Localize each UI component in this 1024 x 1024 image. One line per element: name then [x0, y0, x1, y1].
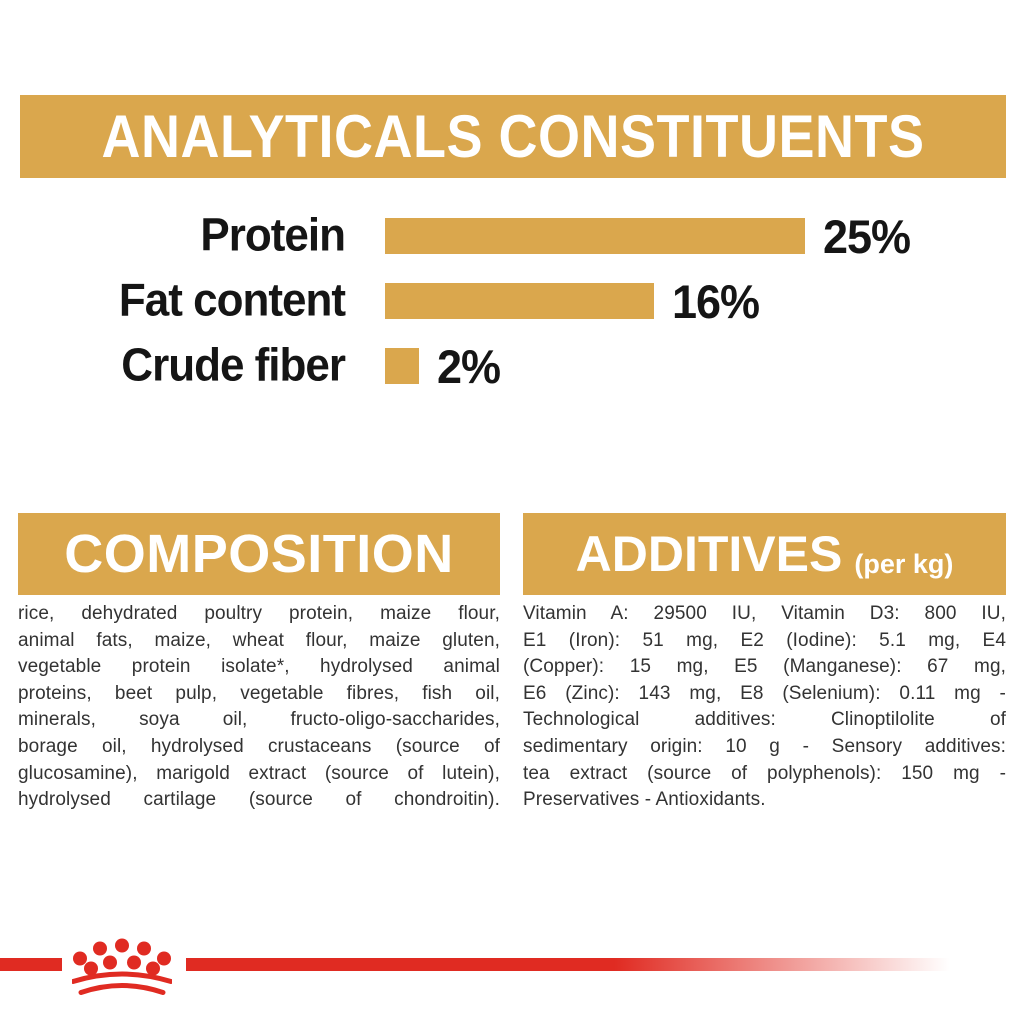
composition-line: glucosamine), marigold extract (source o…	[18, 762, 500, 784]
chart-bar-protein	[385, 218, 805, 254]
composition-line: rice, dehydrated poultry protein, maize …	[18, 603, 500, 624]
chart-value-protein: 25%	[823, 209, 911, 263]
additives-line: (Copper): 15 mg, E5 (Manganese): 67 mg,	[523, 656, 1006, 678]
composition-title: COMPOSITION	[64, 524, 454, 584]
footer-red-rule-right	[186, 958, 965, 971]
composition-line: borage oil, hydrolysed crustaceans (sour…	[18, 735, 500, 757]
additives-line: tea extract (source of polyphenols): 150…	[523, 762, 1006, 784]
analyticals-constituents-title: ANALYTICALS CONSTITUENTS	[101, 102, 925, 171]
additives-title: ADDITIVES	[575, 526, 843, 582]
composition-text: rice, dehydrated poultry protein, maize …	[18, 601, 500, 814]
composition-line: hydrolysed cartilage (source of chondroi…	[18, 789, 500, 811]
additives-per-kg-label: (per kg)	[854, 549, 954, 579]
chart-label-protein: Protein	[200, 209, 346, 262]
additives-line: Vitamin A: 29500 IU, Vitamin D3: 800 IU,	[523, 603, 1006, 624]
additives-line: E1 (Iron): 51 mg, E2 (Iodine): 5.1 mg, E…	[523, 629, 1006, 651]
composition-line: proteins, beet pulp, vegetable fibres, f…	[18, 682, 500, 704]
additives-line: E6 (Zinc): 143 mg, E8 (Selenium): 0.11 m…	[523, 682, 1006, 704]
chart-bar-fat-content	[385, 283, 654, 319]
chart-value-fat-content: 16%	[672, 274, 760, 328]
chart-label-crude-fiber: Crude fiber	[121, 339, 346, 392]
chart-value-crude-fiber: 2%	[437, 339, 501, 393]
chart-row-protein: Protein 25%	[0, 212, 1024, 259]
footer-red-rule-left	[0, 958, 62, 971]
additives-banner: ADDITIVES (per kg)	[523, 513, 1006, 595]
analyticals-constituents-banner: ANALYTICALS CONSTITUENTS	[20, 95, 1006, 178]
chart-row-fat-content: Fat content 16%	[0, 277, 1024, 324]
additives-text: Vitamin A: 29500 IU, Vitamin D3: 800 IU,…	[523, 601, 1006, 814]
composition-line: minerals, soya oil, fructo-oligo-sacchar…	[18, 709, 500, 731]
chart-row-crude-fiber: Crude fiber 2%	[0, 342, 1024, 389]
composition-banner: COMPOSITION	[18, 513, 500, 595]
chart-label-fat-content: Fat content	[118, 274, 346, 327]
additives-line: Technological additives: Clinoptilolite …	[523, 709, 1006, 731]
composition-line: animal fats, maize, wheat flour, maize g…	[18, 629, 500, 651]
royal-canin-crown-icon	[72, 938, 172, 995]
chart-bar-crude-fiber	[385, 348, 419, 384]
additives-line: Preservatives - Antioxidants.	[523, 789, 766, 811]
composition-line: vegetable protein isolate*, hydrolysed a…	[18, 656, 500, 678]
additives-line: sedimentary origin: 10 g - Sensory addit…	[523, 735, 1006, 757]
